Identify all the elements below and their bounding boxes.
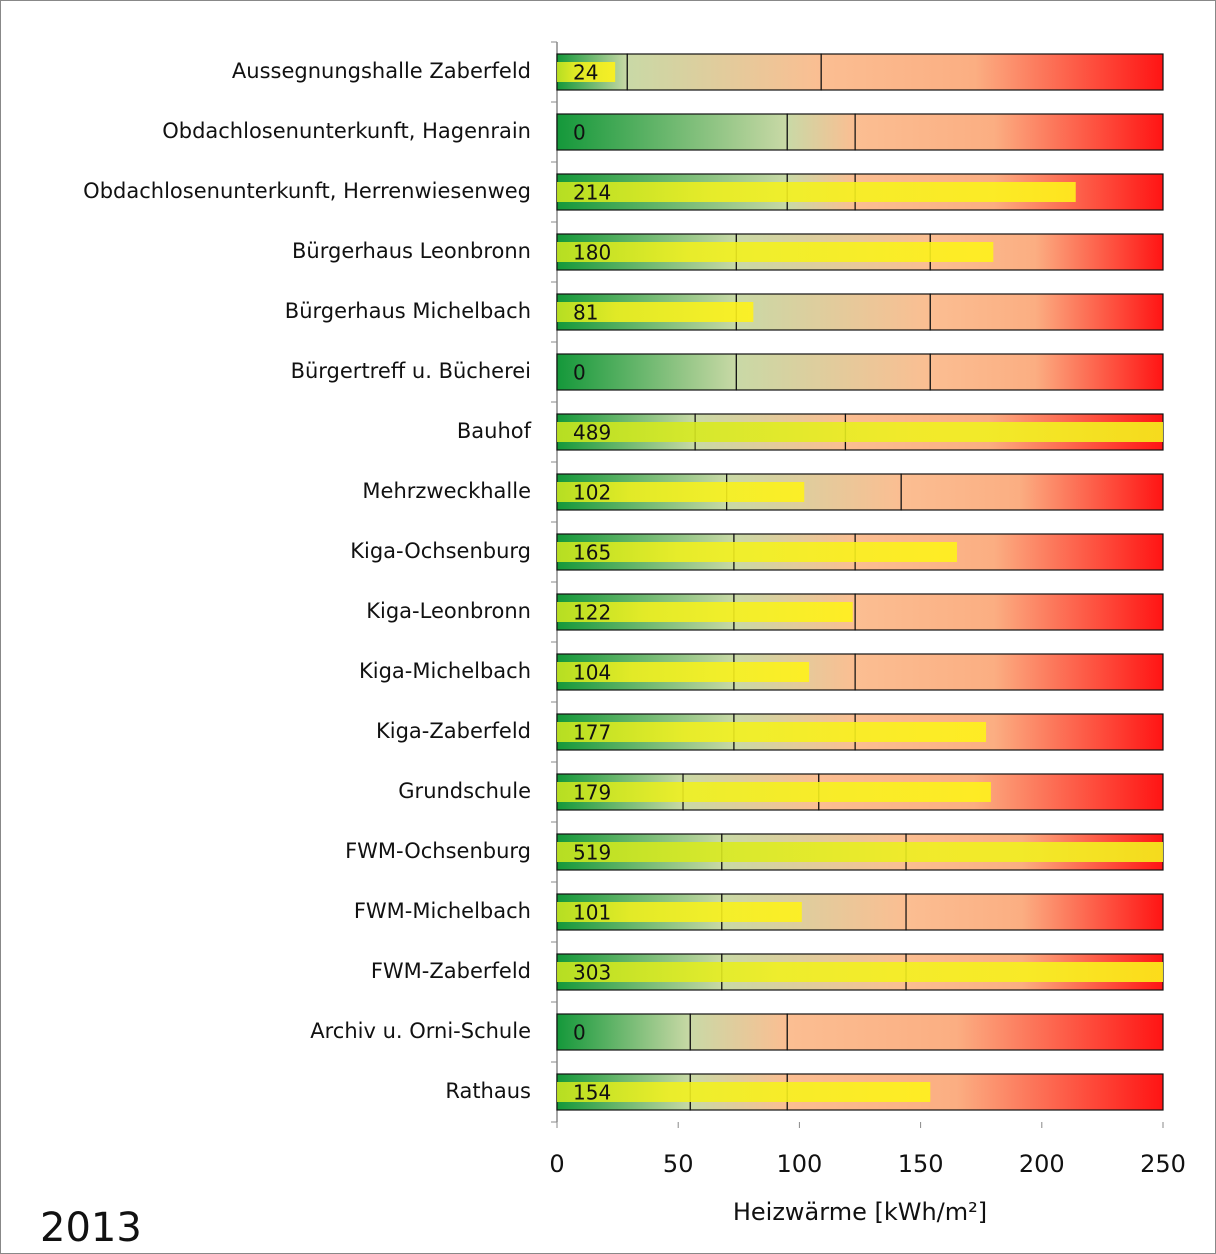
x-tick-label: 150 <box>898 1150 944 1178</box>
value-label: 177 <box>573 721 611 745</box>
benchmark-mid <box>735 293 931 331</box>
plot-area <box>557 62 1163 1102</box>
benchmark-low <box>556 353 737 391</box>
benchmark-mid <box>786 113 856 151</box>
x-tick-label: 250 <box>1140 1150 1186 1178</box>
benchmark-high <box>820 53 1164 91</box>
benchmark-high <box>929 353 1164 391</box>
benchmark-high <box>905 893 1164 931</box>
bar <box>557 182 1076 202</box>
bar <box>557 722 987 742</box>
bar <box>557 1082 931 1102</box>
category-label: Kiga-Leonbronn <box>366 599 531 623</box>
benchmark-high <box>786 1013 1164 1051</box>
bar <box>557 842 1163 862</box>
value-label: 24 <box>573 61 598 85</box>
benchmark-high <box>854 113 1164 151</box>
category-label: Archiv u. Orni-Schule <box>310 1019 531 1043</box>
bar <box>557 962 1163 982</box>
value-label: 519 <box>573 841 611 865</box>
bar <box>557 662 810 682</box>
bar <box>557 782 991 802</box>
value-label: 489 <box>573 421 611 445</box>
category-label: Bürgertreff u. Bücherei <box>291 359 531 383</box>
benchmark-mid <box>689 1013 788 1051</box>
bar <box>557 422 1163 442</box>
category-label: Kiga-Michelbach <box>359 659 531 683</box>
bar <box>557 242 994 262</box>
value-label: 0 <box>573 121 586 145</box>
category-label: Bürgerhaus Leonbronn <box>292 239 531 263</box>
bar <box>557 62 616 82</box>
category-label: Grundschule <box>398 779 531 803</box>
value-label: 165 <box>573 541 611 565</box>
value-label: 0 <box>573 1021 586 1045</box>
benchmark-mid <box>626 53 822 91</box>
benchmark-low <box>556 113 788 151</box>
benchmark-high <box>929 293 1164 331</box>
value-label: 122 <box>573 601 611 625</box>
x-tick-label: 0 <box>549 1150 564 1178</box>
x-tick-label: 100 <box>776 1150 822 1178</box>
category-label: FWM-Ochsenburg <box>345 839 531 863</box>
category-label: FWM-Zaberfeld <box>371 959 531 983</box>
bar <box>557 602 853 622</box>
value-label: 154 <box>573 1081 611 1105</box>
bar <box>557 302 754 322</box>
benchmark-high <box>854 593 1164 631</box>
category-label: Rathaus <box>445 1079 531 1103</box>
benchmark-low <box>556 1013 691 1051</box>
category-label: Kiga-Ochsenburg <box>350 539 531 563</box>
category-label: Kiga-Zaberfeld <box>376 719 531 743</box>
value-label: 303 <box>573 961 611 985</box>
value-label: 104 <box>573 661 611 685</box>
x-tick-label: 200 <box>1019 1150 1065 1178</box>
category-label: FWM-Michelbach <box>354 899 531 923</box>
value-label: 101 <box>573 901 611 925</box>
category-label: Aussegnungshalle Zaberfeld <box>232 59 531 83</box>
value-label: 179 <box>573 781 611 805</box>
category-label: Bürgerhaus Michelbach <box>285 299 531 323</box>
category-label: Obdachlosenunterkunft, Hagenrain <box>162 119 531 143</box>
value-label: 0 <box>573 361 586 385</box>
value-label: 102 <box>573 481 611 505</box>
bar <box>557 902 802 922</box>
benchmark-high <box>854 653 1164 691</box>
value-label: 214 <box>573 181 611 205</box>
x-axis-label: Heizwärme [kWh/m²] <box>733 1198 987 1226</box>
bar <box>557 482 805 502</box>
value-label: 81 <box>573 301 598 325</box>
benchmark-high <box>900 473 1164 511</box>
value-label: 180 <box>573 241 611 265</box>
x-tick-label: 50 <box>663 1150 694 1178</box>
benchmark-mid <box>735 353 931 391</box>
chart-title: 2013 <box>40 1205 142 1251</box>
category-label: Obdachlosenunterkunft, Herrenwiesenweg <box>83 179 531 203</box>
category-label: Bauhof <box>457 419 532 443</box>
bar <box>557 542 957 562</box>
category-label: Mehrzweckhalle <box>362 479 531 503</box>
